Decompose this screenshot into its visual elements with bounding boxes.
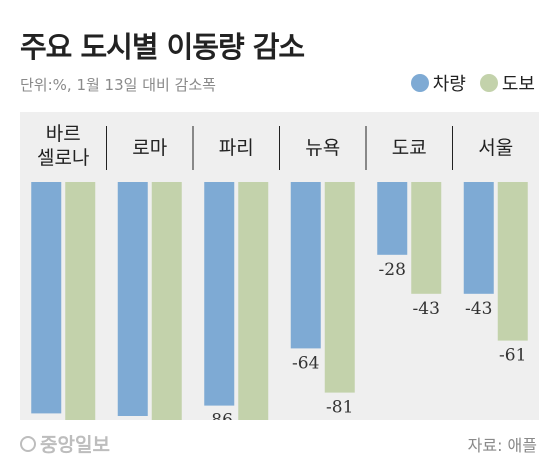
bar-walk <box>238 182 269 420</box>
publisher-name: 중앙일보 <box>40 434 110 456</box>
source-note: 자료: 애플 <box>467 436 537 455</box>
category-label: 서울 <box>478 137 513 159</box>
value-label-walk: -61 <box>499 346 526 366</box>
chart-title: 주요 도시별 이동량 감소 <box>20 30 305 64</box>
value-label-car: -89 <box>33 418 60 420</box>
value-label-car: -64 <box>292 353 319 373</box>
legend-item-walk: 도보 <box>479 70 535 96</box>
legend: 차량 도보 <box>403 70 535 96</box>
value-label-walk: -81 <box>326 398 353 418</box>
bar-car <box>463 182 494 294</box>
logo-mark-icon <box>20 435 36 452</box>
value-label-car: -43 <box>465 299 492 319</box>
category-label: 바르 <box>46 123 81 145</box>
bar-car <box>290 182 321 349</box>
legend-swatch-car <box>410 74 429 92</box>
bar-car <box>117 182 148 416</box>
legend-item-car: 차량 <box>410 70 466 96</box>
bar-walk <box>497 182 528 341</box>
legend-label-walk: 도보 <box>501 74 535 95</box>
value-label-car: -28 <box>379 260 406 280</box>
bar-car <box>31 182 62 414</box>
bar-walk <box>324 182 355 393</box>
category-label: 로마 <box>132 137 167 159</box>
category-label: 셀로나 <box>37 147 89 169</box>
bar-walk <box>65 182 96 420</box>
chart-subtitle: 단위:%, 1월 13일 대비 감소폭 <box>20 76 216 94</box>
value-label-car: -86 <box>206 411 233 420</box>
bar-walk <box>151 182 182 420</box>
category-label: 도쿄 <box>392 137 427 159</box>
category-label: 뉴욕 <box>305 137 340 159</box>
chart-panel: 바르셀로나로마파리뉴욕도쿄서울-89-90-86-64-28-43-96-94-… <box>20 112 539 420</box>
bar-walk <box>411 182 442 294</box>
value-label-walk: -43 <box>413 299 440 319</box>
legend-swatch-walk <box>479 74 498 92</box>
legend-label-car: 차량 <box>432 74 466 95</box>
bar-car <box>204 182 235 406</box>
publisher-logo: 중앙일보 <box>20 430 110 457</box>
bar-car <box>377 182 408 255</box>
bar-chart: 바르셀로나로마파리뉴욕도쿄서울-89-90-86-64-28-43-96-94-… <box>31 123 528 420</box>
category-label: 파리 <box>219 137 254 159</box>
